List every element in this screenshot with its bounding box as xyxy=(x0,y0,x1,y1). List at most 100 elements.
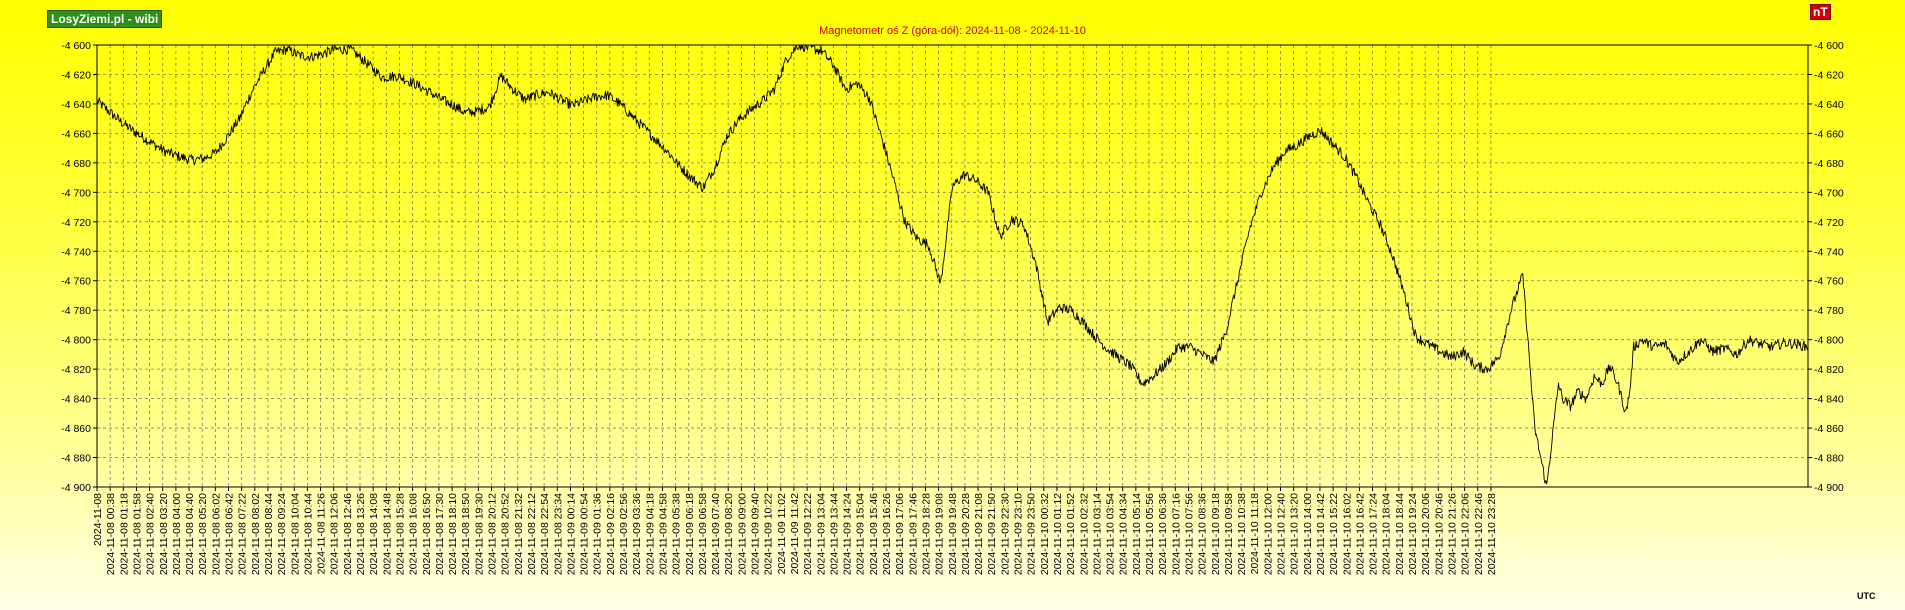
x-tick-label: 2024-11-08 19:30 xyxy=(473,493,485,575)
x-tick-label: 2024-11-09 02:16 xyxy=(605,493,617,575)
x-tick-label: 2024-11-09 08:20 xyxy=(723,493,735,575)
x-tick-label: 2024-11-09 13:44 xyxy=(828,493,840,575)
x-tick-label: 2024-11-10 16:42 xyxy=(1354,493,1366,575)
x-tick-label: 2024-11-10 14:00 xyxy=(1302,493,1314,575)
x-tick-label: 2024-11-10 18:44 xyxy=(1394,493,1406,575)
x-tick-label: 2024-11-10 00:32 xyxy=(1039,493,1051,575)
series-layer xyxy=(96,44,1809,485)
x-tick-label: 2024-11-08 17:30 xyxy=(434,493,446,575)
x-tick-label: 2024-11-10 23:28 xyxy=(1486,493,1498,575)
y-tick-label-left: -4 640 xyxy=(61,99,91,111)
x-tick-label: 2024-11-08 12:06 xyxy=(329,493,341,575)
y-tick-label-right: -4 640 xyxy=(1814,99,1844,111)
x-tick-label: 2024-11-09 11:42 xyxy=(789,493,801,575)
x-tick-label: 2024-11-09 16:26 xyxy=(881,493,893,575)
x-tick-label: 2024-11-08 16:08 xyxy=(408,493,420,575)
x-tick-label: 2024-11-08 12:46 xyxy=(342,493,354,575)
y-tick-label-left: -4 720 xyxy=(61,217,91,229)
y-tick-label-right: -4 820 xyxy=(1814,364,1844,376)
x-tick-label: 2024-11-08 20:12 xyxy=(487,493,499,575)
x-tick-label: 2024-11-09 00:14 xyxy=(565,493,577,575)
x-tick-label: 2024-11-08 22:54 xyxy=(539,493,551,575)
y-tick-label-left: -4 900 xyxy=(61,482,91,494)
x-tick-label: 2024-11-10 19:24 xyxy=(1407,493,1419,575)
y-tick-label-left: -4 820 xyxy=(61,364,91,376)
x-tick-label: 2024-11-08 15:28 xyxy=(394,493,406,575)
x-tick-label: 2024-11-09 06:18 xyxy=(684,493,696,575)
x-tick-label: 2024-11-10 14:42 xyxy=(1315,493,1327,575)
x-tick-label: 2024-11-08 13:26 xyxy=(355,493,367,575)
x-tick-label: 2024-11-09 13:04 xyxy=(815,493,827,575)
x-tick-label: 2024-11-08 00:38 xyxy=(105,493,117,575)
y-tick-label-right: -4 840 xyxy=(1814,394,1844,406)
x-tick-label: 2024-11-10 16:02 xyxy=(1341,493,1353,575)
y-axis-right: -4 600 -4 620 -4 640 -4 660 -4 680 -4 700 -4 7… xyxy=(1808,40,1844,494)
x-tick-label: 2024-11-10 10:38 xyxy=(1236,493,1248,575)
y-tick-label-right: -4 680 xyxy=(1814,158,1844,170)
x-tick-label: 2024-11-08 14:48 xyxy=(381,493,393,575)
y-tick-label-right: -4 660 xyxy=(1814,128,1844,140)
x-tick-label: 2024-11-09 21:08 xyxy=(973,493,985,575)
x-tick-label: 2024-11-10 05:14 xyxy=(1131,493,1143,575)
x-tick-label: 2024-11-08 08:02 xyxy=(250,493,262,575)
x-tick-label: 2024-11-09 19:08 xyxy=(934,493,946,575)
x-tick-label: 2024-11-08 10:04 xyxy=(289,493,301,575)
chart-title: Magnetometr oś Z (góra-dół): 2024-11-08 … xyxy=(819,25,1086,37)
x-tick-label: 2024-11-09 07:40 xyxy=(710,493,722,575)
x-tick-label: 2024-11-10 15:22 xyxy=(1328,493,1340,575)
x-tick-label: 2024-11-08 20:52 xyxy=(500,493,512,575)
x-tick-label: 2024-11-10 05:56 xyxy=(1144,493,1156,575)
x-tick-label: 2024-11-10 18:04 xyxy=(1381,493,1393,575)
y-tick-label-left: -4 860 xyxy=(61,423,91,435)
x-tick-label: 2024-11-08 08:44 xyxy=(263,493,275,575)
y-tick-label-left: -4 600 xyxy=(61,40,91,52)
y-tick-label-right: -4 620 xyxy=(1814,69,1844,81)
x-tick-label: 2024-11-10 17:24 xyxy=(1368,493,1380,575)
x-tick-label: 2024-11-10 07:56 xyxy=(1183,493,1195,575)
plot-frame xyxy=(96,44,1809,488)
x-tick-label: 2024-11-08 05:20 xyxy=(197,493,209,575)
x-tick-label: 2024-11-08 01:58 xyxy=(131,493,143,575)
y-tick-label-right: -4 700 xyxy=(1814,187,1844,199)
x-tick-label: 2024-11-10 11:18 xyxy=(1249,493,1261,575)
x-tick-label: 2024-11-09 01:36 xyxy=(592,493,604,575)
x-tick-label: 2024-11-09 23:10 xyxy=(1013,493,1025,575)
x-tick-label: 2024-11-09 02:56 xyxy=(618,493,630,575)
x-tick-label: 2024-11-09 00:54 xyxy=(579,493,591,575)
y-tick-label-right: -4 720 xyxy=(1814,217,1844,229)
unit-badge: nT xyxy=(1810,4,1831,20)
x-tick-label: 2024-11-08 03:20 xyxy=(158,493,170,575)
y-tick-label-left: -4 680 xyxy=(61,158,91,170)
x-tick-label: 2024-11-10 01:12 xyxy=(1052,493,1064,575)
x-tick-label: 2024-11-08 22:12 xyxy=(526,493,538,575)
x-tick-label: 2024-11-10 13:20 xyxy=(1289,493,1301,575)
x-tick-label: 2024-11-09 14:24 xyxy=(842,493,854,575)
x-tick-label: 2024-11-10 09:18 xyxy=(1210,493,1222,575)
series-line-z-axis xyxy=(96,44,1809,485)
y-tick-label-right: -4 760 xyxy=(1814,276,1844,288)
y-tick-label-right: -4 780 xyxy=(1814,305,1844,317)
x-tick-label: 2024-11-10 04:34 xyxy=(1118,493,1130,575)
y-tick-label-right: -4 600 xyxy=(1814,40,1844,52)
y-tick-label-right: -4 860 xyxy=(1814,423,1844,435)
grid-layer xyxy=(96,44,1808,488)
x-tick-label: 2024-11-09 22:30 xyxy=(999,493,1011,575)
x-tick-label: 2024-11-09 18:28 xyxy=(920,493,932,575)
x-tick-label: 2024-11-08 16:50 xyxy=(421,493,433,575)
x-tick-label: 2024-11-09 05:38 xyxy=(671,493,683,575)
x-tick-label: 2024-11-10 20:06 xyxy=(1420,493,1432,575)
x-tick-label: 2024-11-10 12:40 xyxy=(1276,493,1288,575)
x-tick-label: 2024-11-10 20:46 xyxy=(1433,493,1445,575)
site-brand-badge[interactable]: LosyZiemi.pl - wibi xyxy=(47,10,163,28)
x-tick-label: 2024-11-09 17:46 xyxy=(907,493,919,575)
x-tick-label: 2024-11-08 09:24 xyxy=(276,493,288,575)
x-tick-label: 2024-11-09 09:00 xyxy=(736,493,748,575)
x-tick-label: 2024-11-10 06:36 xyxy=(1157,493,1169,575)
x-tick-label: 2024-11-08 04:00 xyxy=(171,493,183,575)
x-tick-label: 2024-11-10 03:54 xyxy=(1105,493,1117,575)
y-tick-label-left: -4 800 xyxy=(61,335,91,347)
x-tick-label: 2024-11-08 23:34 xyxy=(552,493,564,575)
x-tick-label: 2024-11-08 02:40 xyxy=(145,493,157,575)
x-tick-label: 2024-11-10 03:14 xyxy=(1091,493,1103,575)
x-tick-label: 2024-11-08 xyxy=(92,493,104,546)
